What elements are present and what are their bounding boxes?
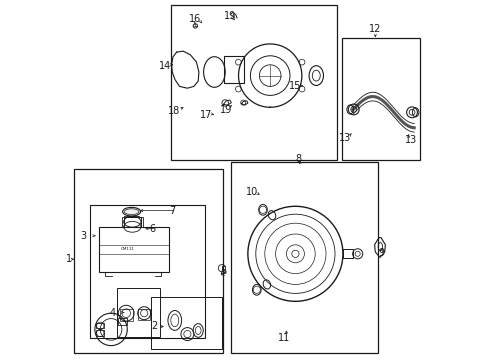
Text: 13: 13: [339, 132, 351, 143]
Text: 4: 4: [109, 308, 116, 318]
Text: 8: 8: [295, 154, 301, 164]
Bar: [96, 323, 104, 328]
Text: 18: 18: [168, 106, 180, 116]
Text: 13: 13: [404, 135, 416, 145]
Text: 6: 6: [149, 224, 155, 234]
Text: 3: 3: [81, 231, 87, 241]
Bar: [99, 227, 170, 272]
Text: CM111: CM111: [121, 247, 135, 251]
Bar: [231, 162, 378, 353]
Ellipse shape: [122, 207, 141, 216]
Bar: [139, 309, 150, 320]
Text: 9: 9: [378, 248, 384, 258]
Text: 7: 7: [169, 206, 175, 216]
Bar: [343, 249, 353, 258]
Bar: [118, 318, 127, 325]
Text: 5: 5: [220, 266, 226, 276]
Text: 2: 2: [151, 321, 157, 331]
Text: 1: 1: [66, 254, 73, 264]
Bar: [151, 297, 221, 349]
Bar: [123, 217, 141, 227]
Text: 19: 19: [220, 105, 232, 115]
Bar: [224, 56, 245, 83]
Bar: [96, 330, 104, 336]
Text: 19: 19: [224, 11, 236, 21]
Bar: [74, 169, 223, 353]
Text: 15: 15: [289, 81, 301, 91]
Text: 10: 10: [245, 186, 258, 197]
Text: 16: 16: [189, 14, 201, 24]
Bar: [117, 288, 160, 337]
Bar: [122, 217, 144, 227]
Text: 12: 12: [369, 24, 382, 34]
Text: 14: 14: [159, 60, 171, 71]
Bar: [90, 205, 205, 338]
Bar: [120, 309, 133, 321]
Text: 11: 11: [278, 333, 291, 343]
Bar: [342, 38, 419, 160]
Bar: [171, 5, 337, 160]
Text: 17: 17: [200, 110, 212, 120]
